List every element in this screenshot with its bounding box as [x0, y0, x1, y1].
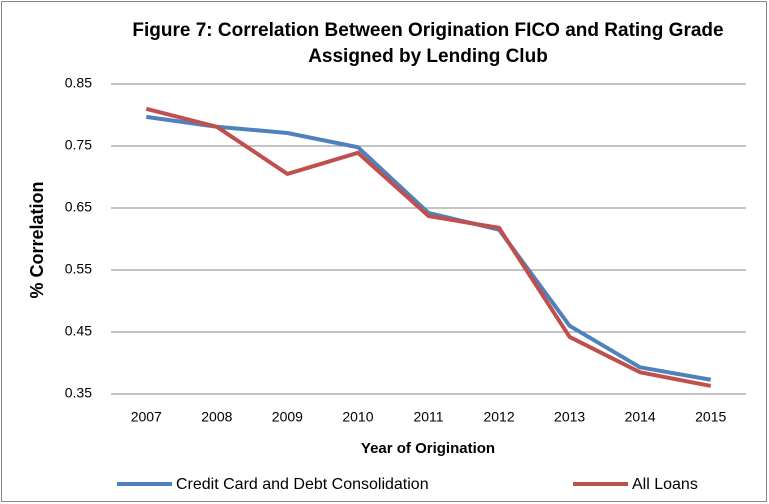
x-tick-label: 2010	[342, 409, 373, 425]
x-tick-label: 2015	[695, 409, 726, 425]
y-tick-label: 0.75	[65, 137, 92, 153]
chart-title: Figure 7: Correlation Between Originatio…	[132, 20, 724, 67]
x-tick-label: 2007	[131, 409, 162, 425]
x-tick-label: 2012	[483, 409, 514, 425]
y-axis-title: % Correlation	[27, 181, 47, 298]
y-tick-label: 0.85	[65, 75, 92, 91]
data-line	[145, 106, 712, 388]
y-tick-label: 0.35	[65, 385, 92, 401]
y-tick-label: 0.55	[65, 261, 92, 277]
data-line	[145, 114, 712, 382]
x-tick-label: 2013	[554, 409, 585, 425]
legend-label: Credit Card and Debt Consolidation	[176, 476, 429, 493]
y-tick-label: 0.65	[65, 199, 92, 215]
y-tick-label: 0.45	[65, 323, 92, 339]
x-tick-label: 2014	[625, 409, 656, 425]
legend-label: All Loans	[632, 476, 698, 493]
x-tick-label: 2008	[201, 409, 232, 425]
x-tick-label: 2011	[413, 409, 443, 425]
x-axis-title: Year of Origination	[361, 440, 495, 457]
x-tick-label: 2009	[272, 409, 303, 425]
